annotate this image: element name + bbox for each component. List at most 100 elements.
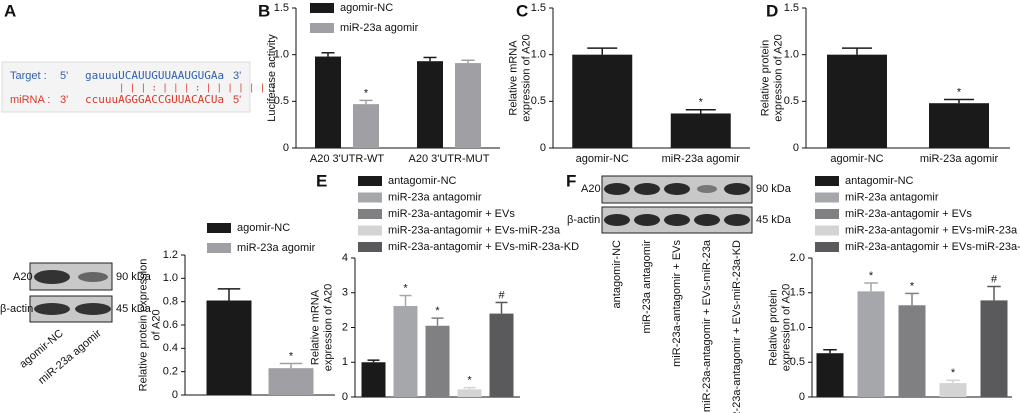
- bar: [980, 300, 1008, 397]
- bar: [898, 305, 926, 397]
- bar: [489, 313, 514, 397]
- y-axis-label: expression of A20: [322, 284, 334, 371]
- band: [34, 303, 70, 315]
- mirna-seq: ccuuuAGGGACCGUUACACUa: [85, 93, 224, 106]
- error-bar: [359, 99, 373, 105]
- error-bar: [864, 282, 878, 292]
- bar: [670, 113, 731, 148]
- bar: [827, 54, 887, 148]
- legend-swatch: [207, 243, 231, 253]
- significance-marker: *: [910, 280, 915, 292]
- mirna-label: miRNA :: [10, 94, 50, 106]
- error-bar: [463, 386, 476, 390]
- y-tick-label: 1.0: [531, 49, 546, 61]
- error-bar: [495, 301, 508, 314]
- legend-label: agomir-NC: [340, 2, 393, 14]
- significance-marker: *: [364, 87, 369, 99]
- y-axis-label: Relative protein expression: [137, 259, 149, 392]
- legend-label: miR-23a agomir: [340, 22, 419, 34]
- legend-swatch: [358, 176, 382, 186]
- band: [75, 303, 111, 315]
- error-bar: [431, 317, 444, 326]
- y-tick-label: 1.5: [784, 2, 799, 14]
- y-tick-label: 1.0: [784, 49, 799, 61]
- error-bar: [423, 56, 437, 62]
- panel-letter: E: [316, 171, 327, 190]
- lane-label: miR-23a-antagomir + EVs-miR-23a: [701, 239, 713, 412]
- y-axis-label: Relative protein: [767, 289, 779, 365]
- x-tick-label: A20 3'UTR-MUT: [409, 153, 490, 165]
- sequence-box: [1, 61, 251, 113]
- error-bar: [279, 362, 303, 369]
- error-bar: [905, 292, 919, 306]
- pairing: | | | : | | | : | | | | | | |: [119, 84, 276, 94]
- bar: [361, 362, 386, 397]
- significance-marker: *: [869, 270, 874, 282]
- y-tick-label: 1.5: [274, 2, 289, 14]
- legend-swatch: [310, 23, 334, 33]
- target-label: Target :: [10, 70, 47, 82]
- bar: [457, 389, 482, 397]
- y-tick-label: 0: [540, 142, 546, 154]
- significance-marker: *: [957, 86, 962, 98]
- error-bar: [944, 98, 974, 104]
- panel-letter: B: [258, 1, 270, 20]
- lane-label: miR-23a antagomir: [641, 240, 653, 334]
- y-axis-label: expression of A20: [520, 34, 532, 121]
- y-axis-label: expression of A20: [780, 284, 792, 371]
- x-tick-label: agomir-NC: [830, 153, 883, 165]
- y-axis-label: Relative mRNA: [507, 40, 519, 116]
- mirna-3: 3': [60, 94, 68, 106]
- significance-marker: *: [289, 350, 294, 362]
- y-tick-label: 0.5: [274, 95, 289, 107]
- y-tick-label: 0.6: [163, 319, 178, 331]
- bar: [939, 383, 967, 397]
- y-tick-label: 4: [342, 252, 348, 264]
- y-tick-label: 0.2: [163, 366, 178, 378]
- error-bar: [461, 59, 475, 64]
- legend-label: agomir-NC: [237, 222, 290, 234]
- error-bar: [842, 47, 872, 55]
- band-label: β-actin: [0, 303, 33, 315]
- y-tick-label: 1.0: [274, 49, 289, 61]
- panel-letter: C: [516, 1, 528, 20]
- legend-label: miR-23a-antagomir + EVs: [388, 208, 515, 220]
- y-tick-label: 0.4: [163, 342, 178, 354]
- significance-marker: *: [467, 375, 472, 387]
- y-tick-label: 0.8: [163, 296, 178, 308]
- legend-label: miR-23a antagomir: [388, 191, 482, 203]
- y-tick-label: 1.0: [163, 272, 178, 284]
- bands: [604, 183, 750, 226]
- bar: [206, 300, 252, 395]
- x-tick-label: miR-23a agomir: [662, 153, 741, 165]
- bar: [425, 325, 450, 397]
- y-tick-label: 0: [342, 391, 348, 403]
- y-tick-label: 0.5: [784, 95, 799, 107]
- significance-marker: *: [435, 305, 440, 317]
- x-tick-label: agomir-NC: [576, 153, 629, 165]
- y-tick-label: 1.5: [531, 2, 546, 14]
- significance-marker: *: [699, 97, 704, 109]
- panel-letter: D: [766, 1, 778, 20]
- size-label: 45 kDa: [116, 303, 152, 315]
- significance-marker: #: [498, 289, 505, 301]
- error-bar: [367, 359, 380, 363]
- y-axis-label: Luciferase activity: [266, 34, 278, 122]
- legend-swatch: [815, 209, 839, 219]
- lane-label: miR-23a-antagomir + EVs-miR-23a-KD: [731, 240, 743, 413]
- legend-label: miR-23a-antagomir + EVs-miR-23a: [845, 224, 1018, 236]
- y-tick-label: 1.0: [790, 321, 805, 333]
- error-bar: [399, 294, 412, 306]
- band: [34, 270, 70, 284]
- legend-swatch: [358, 242, 382, 252]
- bar: [816, 353, 844, 397]
- legend-label: miR-23a-antagomir + EVs-miR-23a: [388, 224, 561, 236]
- significance-marker: *: [951, 367, 956, 379]
- y-tick-label: 1.2: [163, 249, 178, 261]
- band-label: β-actin: [567, 214, 600, 226]
- lane-label: miR-23a-antagomir + EVs: [671, 240, 683, 367]
- panel-letter: A: [4, 1, 16, 20]
- error-bar: [217, 288, 241, 301]
- x-tick-label: A20 3'UTR-WT: [310, 153, 384, 165]
